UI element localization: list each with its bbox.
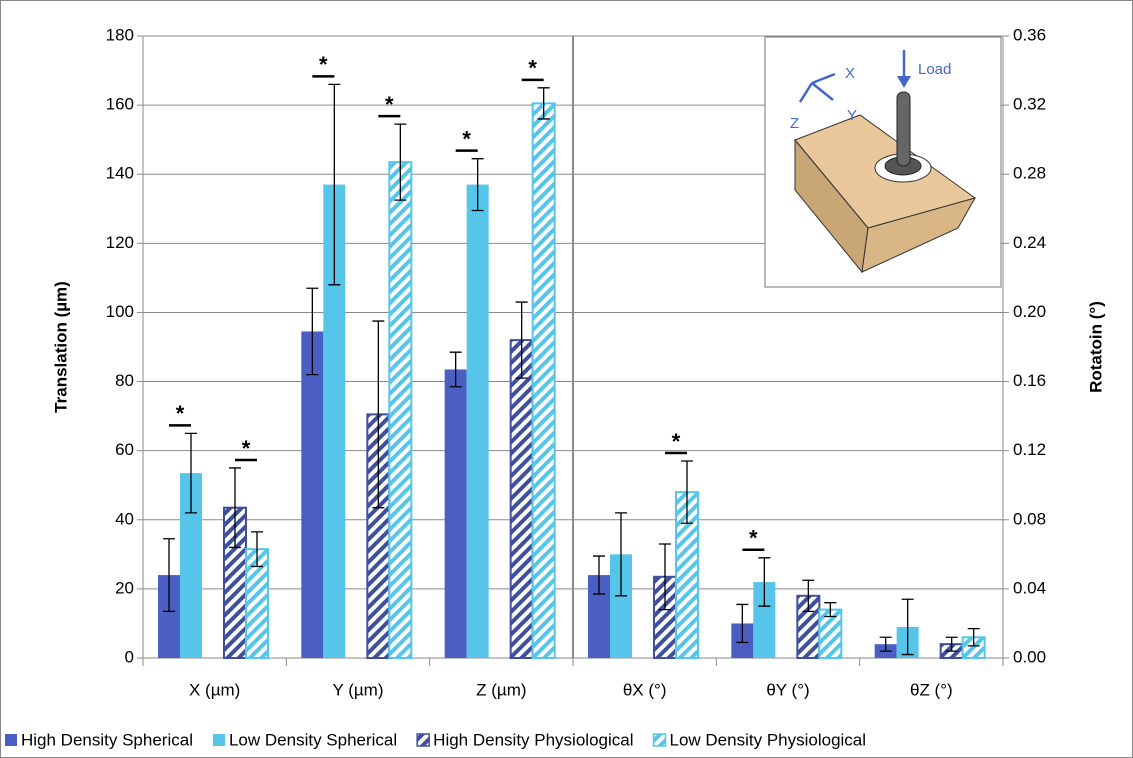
error-bar [758, 557, 771, 607]
error-bar [967, 627, 980, 647]
error-bar [901, 598, 914, 656]
y-tick-label: 100 [106, 302, 134, 321]
error-bar [945, 636, 958, 652]
legend-swatch [416, 733, 430, 747]
load-arrow-head [897, 76, 911, 88]
significance-label: * [749, 526, 758, 551]
legend-label: High Density Physiological [433, 730, 633, 749]
bar [301, 331, 324, 658]
error-bar [802, 579, 815, 612]
y-tick-label: 120 [106, 233, 134, 252]
legend-swatch [5, 734, 17, 746]
error-bar [449, 351, 462, 388]
y-tick-label: 140 [106, 164, 134, 183]
significance-label: * [319, 52, 328, 77]
significance-label: * [242, 436, 251, 461]
bar [388, 161, 413, 659]
error-bar [537, 87, 550, 120]
bar [588, 575, 610, 658]
error-bar [306, 287, 319, 376]
y2-tick-label: 0.20 [1013, 302, 1046, 321]
y2-tick-label: 0.08 [1013, 509, 1046, 528]
bar [610, 554, 632, 658]
x-tick-label: Y (µm) [332, 680, 383, 699]
block-front [861, 197, 977, 273]
error-bar [515, 301, 528, 379]
significance-label: * [528, 56, 537, 81]
y2-tick-label: 0.00 [1013, 647, 1046, 666]
inset-label: Load [918, 61, 951, 78]
error-bar [824, 602, 837, 618]
bar [444, 369, 467, 658]
bar [180, 473, 202, 658]
error-bar [372, 320, 385, 509]
significance-label: * [385, 92, 394, 117]
bar [466, 184, 489, 659]
inset-label: Y [847, 107, 857, 124]
x-tick-label: X (µm) [189, 680, 240, 699]
error-bar [879, 636, 892, 652]
y2-tick-label: 0.16 [1013, 371, 1046, 390]
y-tick-label: 40 [115, 509, 134, 528]
stem [896, 91, 911, 167]
legend-label: Low Density Spherical [229, 730, 397, 749]
error-bar [593, 555, 605, 595]
y2-tick-label: 0.36 [1013, 25, 1046, 44]
bar [531, 102, 556, 659]
inset-label: X [845, 65, 855, 82]
axes-arrows [798, 50, 906, 103]
bar [323, 184, 346, 659]
legend-label: Low Density Physiological [670, 730, 867, 749]
error-bar [394, 123, 407, 201]
y-tick-label: 180 [106, 25, 134, 44]
y2-tick-label: 0.24 [1013, 233, 1046, 252]
inset-diagram: X Y Z Load [764, 36, 1002, 288]
error-bar [736, 603, 749, 644]
legend-swatch [212, 734, 225, 746]
legend-label: High Density Spherical [21, 730, 193, 749]
significance-label: * [462, 126, 471, 151]
y2-tick-label: 0.32 [1013, 95, 1046, 114]
inset-label: Z [790, 115, 799, 132]
error-bar [251, 531, 263, 568]
y-tick-label: 80 [115, 371, 134, 390]
error-bar [163, 538, 175, 612]
x-tick-label: θY (°) [766, 680, 809, 699]
bar [509, 339, 534, 659]
error-bar [615, 512, 627, 597]
error-bar [328, 83, 341, 286]
y2-tick-label: 0.28 [1013, 164, 1046, 183]
error-bar [185, 432, 197, 514]
bar [753, 581, 776, 658]
y-tick-label: 60 [115, 440, 134, 459]
y-tick-label: 20 [115, 578, 134, 597]
x-tick-label: θZ (°) [910, 680, 953, 699]
y2-tick-label: 0.04 [1013, 578, 1046, 597]
significance-label: * [672, 429, 681, 454]
error-bar [659, 543, 671, 611]
y-tick-label: 0 [125, 647, 134, 666]
y-tick-label: 160 [106, 95, 134, 114]
y-axis-label: Translation (µm) [51, 281, 70, 413]
error-bar [471, 158, 484, 212]
error-bar [681, 460, 693, 524]
significance-label: * [176, 401, 185, 426]
legend-swatch [652, 733, 667, 747]
y2-axis-label: Rotatoin (°) [1086, 301, 1105, 393]
x-tick-label: θX (°) [623, 680, 667, 699]
bar [158, 575, 180, 658]
error-bar [229, 467, 241, 549]
y2-tick-label: 0.12 [1013, 440, 1046, 459]
x-tick-label: Z (µm) [476, 680, 526, 699]
